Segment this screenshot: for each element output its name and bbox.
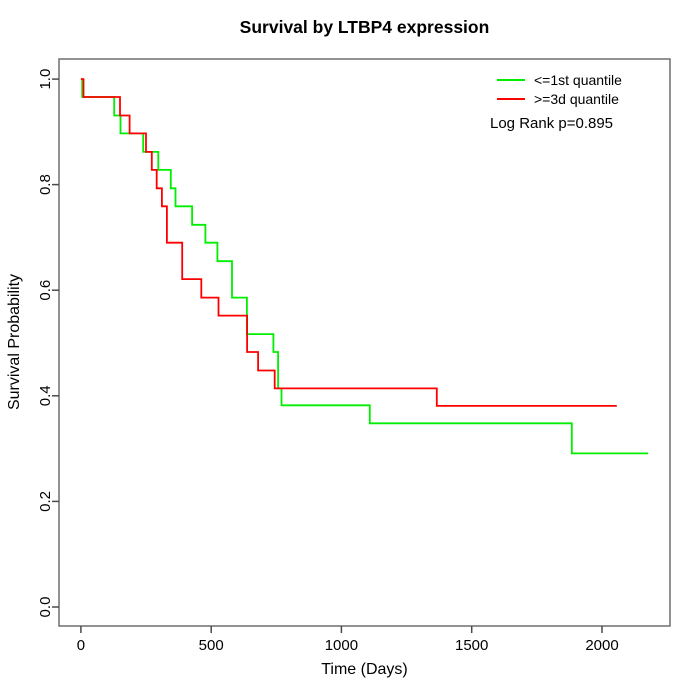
x-tick-label: 1500 <box>455 637 488 654</box>
survival-curve-3d-quantile <box>80 78 617 407</box>
chart-title: Survival by LTBP4 expression <box>239 17 490 37</box>
log-rank-annotation: Log Rank p=0.895 <box>490 115 614 132</box>
plot-frame <box>58 58 671 627</box>
survival-curve-1st-quantile <box>80 78 649 455</box>
y-tick-label: 1.0 <box>37 69 54 90</box>
legend-line-green <box>497 78 525 81</box>
legend-item-1st-quantile: <=1st quantile <box>497 71 622 88</box>
legend-line-red <box>497 97 525 100</box>
legend-label-3d-quantile: >=3d quantile <box>534 90 619 107</box>
legend-label-1st-quantile: <=1st quantile <box>534 71 622 88</box>
x-axis-label: Time (Days) <box>321 661 408 678</box>
x-tick-label: 500 <box>199 637 224 654</box>
y-tick-label: 0.2 <box>37 491 54 512</box>
y-tick-label: 0.8 <box>37 174 54 195</box>
x-tick-label: 0 <box>77 637 85 654</box>
y-tick-label: 0.6 <box>37 280 54 301</box>
x-tick-label: 1000 <box>325 637 358 654</box>
legend-item-3d-quantile: >=3d quantile <box>497 90 619 107</box>
y-tick-label: 0.4 <box>37 385 54 406</box>
y-tick-label: 0.0 <box>37 597 54 618</box>
x-tick-label: 2000 <box>585 637 618 654</box>
y-axis-label: Survival Probability <box>6 273 23 411</box>
